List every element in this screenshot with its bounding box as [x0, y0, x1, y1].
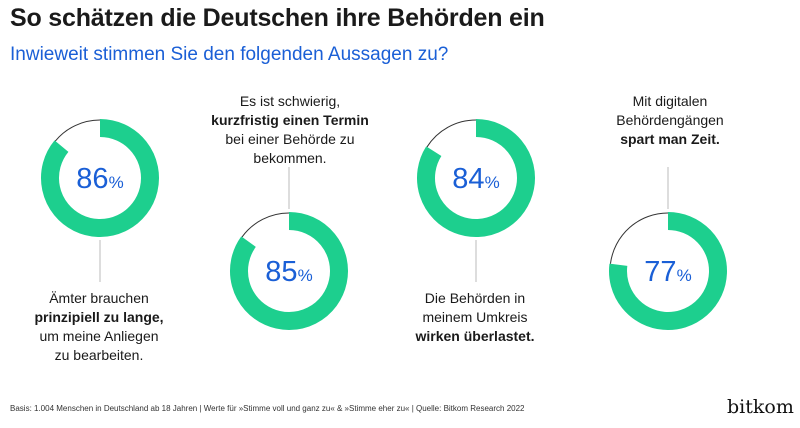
statement-1: Ämter brauchen prinzipiell zu lange, um … [4, 289, 194, 365]
statement-3-bold: wirken überlastet. [415, 328, 535, 344]
donut-value-3: 84% [452, 163, 499, 195]
donut-remainder-3 [426, 119, 477, 148]
statement-4-bold: spart man Zeit. [620, 131, 720, 147]
donut-value-2: 85% [265, 256, 312, 288]
donut-value-4: 77% [644, 256, 691, 288]
chart-subtitle: Inwieweit stimmen Sie den folgenden Auss… [10, 44, 449, 65]
donut-remainder-4 [609, 212, 669, 264]
statement-4-pre: Mit digitalen Behördengängen [616, 93, 724, 128]
donut-ring-4 [609, 212, 727, 330]
donut-ring-2 [230, 212, 348, 330]
statement-1-pre: Ämter brauchen [49, 290, 149, 306]
statement-1-bold: prinzipiell zu lange, [34, 309, 164, 325]
donut-value-1: 86% [76, 163, 123, 195]
statement-3: Die Behörden in meinem Umkreis wirken üb… [380, 289, 570, 346]
statement-1-post: um meine Anliegen zu bearbeiten. [39, 328, 159, 363]
statement-2-post: bei einer Behörde zu bekommen. [225, 131, 355, 166]
donut-ring-3 [417, 119, 535, 237]
statement-2: Es ist schwierig, kurzfristig einen Term… [195, 92, 385, 168]
bitkom-logo: bitkom [727, 396, 794, 418]
statement-2-bold: kurzfristig einen Termin [211, 112, 369, 128]
statement-2-pre: Es ist schwierig, [239, 93, 341, 109]
statement-4: Mit digitalen Behördengängen spart man Z… [575, 92, 765, 149]
donut-remainder-1 [54, 119, 101, 142]
donut-remainder-2 [241, 212, 290, 238]
statement-3-pre: Die Behörden in meinem Umkreis [422, 290, 528, 325]
chart-title: So schätzen die Deutschen ihre Behörden … [10, 4, 545, 32]
footer-basis: Basis: 1.004 Menschen in Deutschland ab … [10, 404, 525, 413]
donut-ring-1 [41, 119, 159, 237]
